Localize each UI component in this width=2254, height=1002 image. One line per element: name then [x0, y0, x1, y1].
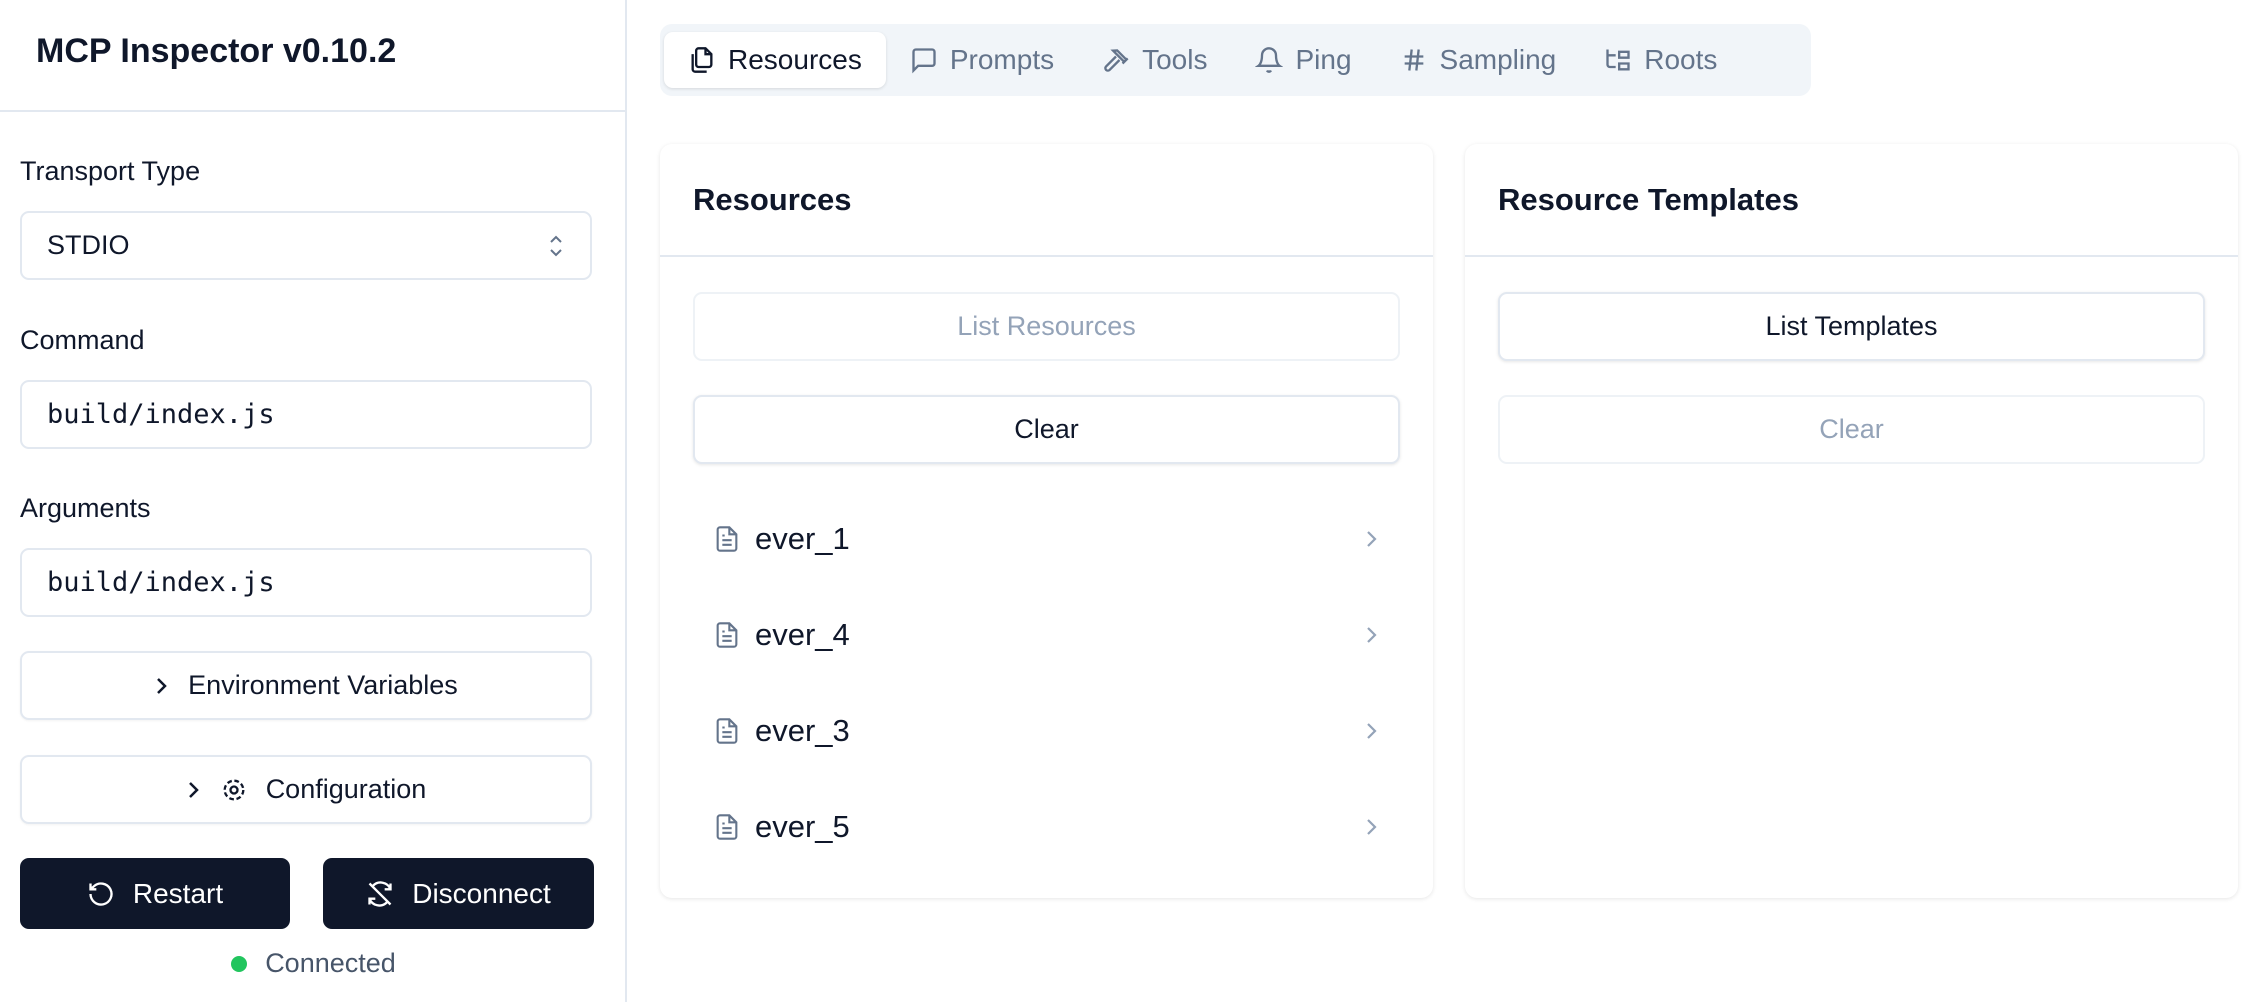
file-text-icon: [713, 812, 741, 842]
arguments-input[interactable]: build/index.js: [20, 548, 592, 617]
restart-button[interactable]: Restart: [20, 858, 290, 929]
hash-icon: [1400, 46, 1428, 74]
sidebar: MCP Inspector v0.10.2 Transport Type STD…: [0, 0, 627, 1002]
files-icon: [688, 46, 716, 74]
folder-tree-icon: [1604, 46, 1632, 74]
list-resources-button[interactable]: List Resources: [693, 292, 1400, 361]
file-text-icon: [713, 620, 741, 650]
message-square-icon: [910, 46, 938, 74]
tab-label: Roots: [1644, 44, 1718, 75]
resource-list-item[interactable]: ever_3: [693, 691, 1400, 771]
status-text: Connected: [265, 948, 396, 978]
environment-variables-button[interactable]: Environment Variables: [20, 651, 592, 720]
resource-list-item[interactable]: ever_4: [693, 595, 1400, 675]
resource-templates-title: Resource Templates: [1465, 144, 2238, 257]
chevron-right-icon: [186, 778, 202, 802]
tab-ping[interactable]: Ping: [1231, 32, 1375, 88]
transport-type-select[interactable]: STDIO: [20, 211, 592, 280]
connection-status: Connected: [0, 948, 627, 979]
arguments-label: Arguments: [20, 493, 151, 523]
file-text-icon: [713, 716, 741, 746]
tab-resources[interactable]: Resources: [664, 32, 886, 88]
transport-type-label: Transport Type: [20, 156, 201, 186]
disconnect-button[interactable]: Disconnect: [323, 858, 594, 929]
resource-name: ever_1: [755, 521, 850, 556]
tab-label: Ping: [1295, 44, 1352, 75]
sidebar-header: MCP Inspector v0.10.2: [0, 0, 625, 112]
command-label: Command: [20, 325, 145, 355]
chevron-right-icon: [1364, 623, 1380, 647]
app-title: MCP Inspector v0.10.2: [36, 32, 397, 70]
tab-prompts[interactable]: Prompts: [886, 32, 1078, 88]
tab-sampling[interactable]: Sampling: [1376, 32, 1581, 88]
file-text-icon: [713, 524, 741, 554]
chevron-right-icon: [1364, 815, 1380, 839]
resource-list-item[interactable]: ever_5: [693, 787, 1400, 867]
resource-name: ever_5: [755, 809, 850, 844]
resources-title: Resources: [660, 144, 1433, 257]
chevrons-up-down-icon: [547, 233, 565, 259]
resource-templates-card: Resource Templates List Templates Clear: [1465, 144, 2238, 898]
tab-label: Prompts: [949, 44, 1055, 75]
tab-roots[interactable]: Roots: [1580, 32, 1741, 88]
gear-icon: [220, 776, 248, 804]
disconnect-label: Disconnect: [412, 877, 551, 909]
rotate-ccw-icon: [87, 880, 115, 908]
transport-type-value: STDIO: [47, 230, 130, 260]
resource-name: ever_4: [755, 617, 850, 652]
chevron-right-icon: [1364, 719, 1380, 743]
hammer-icon: [1102, 46, 1130, 74]
clear-templates-button[interactable]: Clear: [1498, 395, 2205, 464]
tab-label: Sampling: [1439, 44, 1557, 75]
chevron-right-icon: [1364, 527, 1380, 551]
tab-label: Resources: [728, 44, 862, 75]
configuration-label: Configuration: [265, 774, 427, 804]
configuration-button[interactable]: Configuration: [20, 755, 592, 824]
chevron-right-icon: [154, 674, 170, 698]
resource-name: ever_3: [755, 713, 850, 748]
tab-bar: Resources Prompts Tools Ping Sampling Roots: [660, 24, 1811, 96]
bell-icon: [1255, 46, 1284, 74]
status-dot-icon: [231, 955, 248, 972]
environment-variables-label: Environment Variables: [188, 670, 458, 700]
restart-label: Restart: [132, 877, 224, 909]
list-templates-button[interactable]: List Templates: [1498, 292, 2205, 361]
tab-tools[interactable]: Tools: [1078, 32, 1231, 88]
clear-resources-button[interactable]: Clear: [693, 395, 1400, 464]
tab-label: Tools: [1142, 44, 1208, 75]
resource-list-item[interactable]: ever_1: [693, 499, 1400, 579]
refresh-cw-off-icon: [366, 880, 394, 908]
command-input[interactable]: build/index.js: [20, 380, 592, 449]
